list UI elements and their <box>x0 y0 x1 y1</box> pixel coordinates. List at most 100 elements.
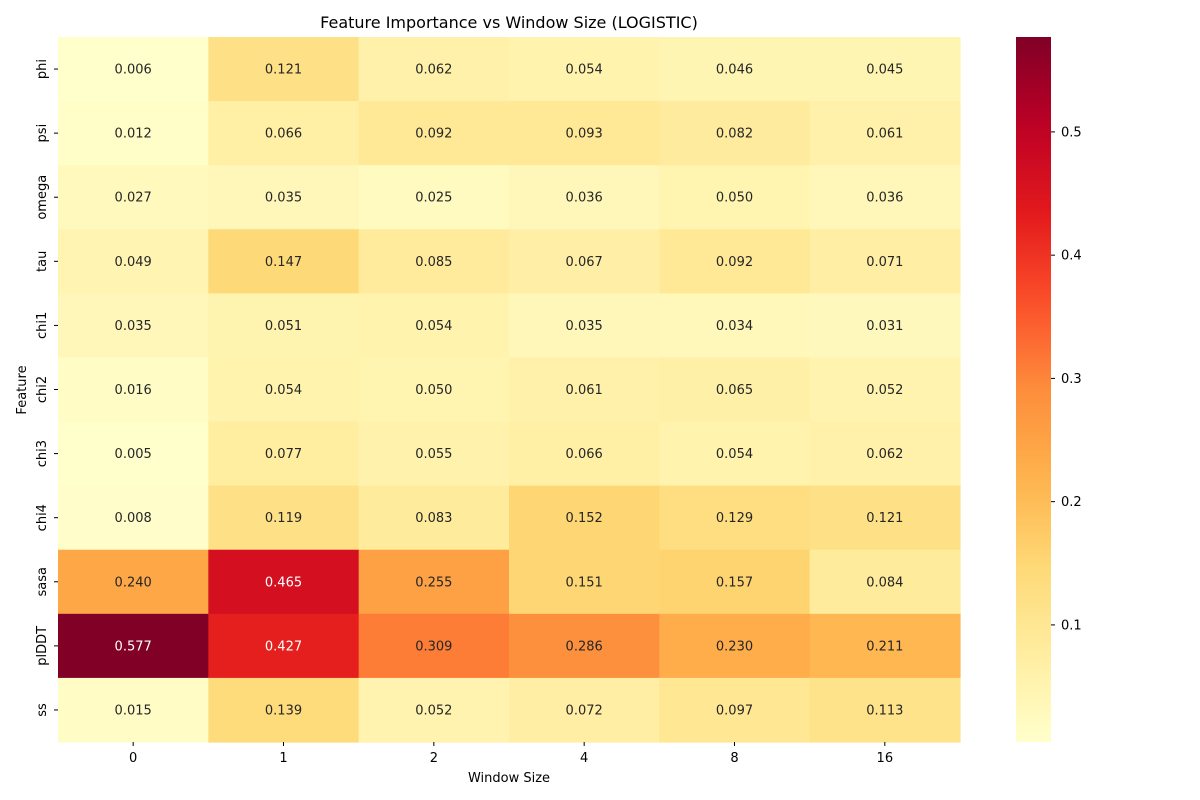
cell-value-label: 0.121 <box>866 511 903 526</box>
heatmap-cell <box>659 101 811 166</box>
colorbar-tick-label: 0.4 <box>1061 249 1082 264</box>
cell-value-label: 0.031 <box>866 319 903 334</box>
heatmap-cells <box>58 37 961 743</box>
cell-value-label: 0.066 <box>265 127 302 142</box>
x-tick-label: 1 <box>279 751 287 766</box>
heatmap-cell <box>809 229 961 294</box>
heatmap-cell <box>208 293 360 359</box>
heatmap-cell <box>208 101 360 166</box>
heatmap-cell <box>208 485 360 551</box>
y-tick-label: chi1 <box>35 312 50 339</box>
heatmap-cell <box>58 101 209 166</box>
cell-value-label: 0.061 <box>566 383 603 398</box>
heatmap-cell <box>358 165 510 230</box>
cell-value-label: 0.025 <box>415 191 452 206</box>
cell-value-label: 0.152 <box>566 511 603 526</box>
cell-value-label: 0.065 <box>716 383 753 398</box>
cell-value-label: 0.035 <box>115 319 152 334</box>
heatmap-cell <box>809 613 961 679</box>
cell-value-label: 0.129 <box>716 511 753 526</box>
heatmap-cell <box>809 101 961 166</box>
heatmap-cell <box>809 421 961 487</box>
cell-value-label: 0.036 <box>866 191 903 206</box>
heatmap-cell <box>58 485 209 551</box>
heatmap-cell <box>208 549 360 615</box>
colorbar-tick-label: 0.1 <box>1061 618 1082 633</box>
cell-value-label: 0.005 <box>115 447 152 462</box>
y-tick-label: omega <box>35 175 50 220</box>
heatmap-cell <box>358 293 510 359</box>
cell-value-label: 0.008 <box>115 511 152 526</box>
x-tick-label: 4 <box>580 751 588 766</box>
cell-value-label: 0.034 <box>716 319 753 334</box>
cell-value-label: 0.054 <box>566 63 603 78</box>
cell-value-label: 0.147 <box>265 255 302 270</box>
heatmap-cell <box>358 485 510 551</box>
heatmap-cell <box>208 37 360 102</box>
heatmap-cell <box>58 549 209 615</box>
heatmap-cell <box>358 101 510 166</box>
heatmap-cell <box>208 421 360 487</box>
cell-value-label: 0.035 <box>265 191 302 206</box>
y-tick-label: sasa <box>35 567 50 596</box>
heatmap-cell <box>659 549 811 615</box>
heatmap-cell <box>509 229 660 294</box>
heatmap-cell <box>509 37 660 102</box>
cell-value-label: 0.036 <box>566 191 603 206</box>
y-tick-label: chi4 <box>35 504 50 531</box>
y-axis-ticks: phi psi omega tau chi1 chi2 chi3 chi4 sasa plDDT s… <box>35 59 58 717</box>
cell-value-label: 0.071 <box>866 255 903 270</box>
heatmap-cell <box>659 357 811 423</box>
cell-value-label: 0.465 <box>265 575 302 590</box>
cell-value-label: 0.255 <box>415 575 452 590</box>
heatmap-cell <box>809 549 961 615</box>
cell-value-label: 0.093 <box>566 127 603 142</box>
x-axis-label: Window Size <box>468 771 550 786</box>
cell-value-label: 0.015 <box>115 703 152 718</box>
y-tick-label: tau <box>35 251 50 272</box>
heatmap-cell <box>509 677 660 743</box>
cell-value-label: 0.092 <box>716 255 753 270</box>
heatmap-cell <box>509 357 660 423</box>
heatmap-cell <box>659 229 811 294</box>
heatmap-cell <box>809 293 961 359</box>
x-tick-label: 8 <box>730 751 738 766</box>
heatmap-cell <box>58 677 209 743</box>
cell-value-label: 0.082 <box>716 127 753 142</box>
cell-value-label: 0.072 <box>566 703 603 718</box>
cell-value-label: 0.427 <box>265 639 302 654</box>
cell-value-label: 0.062 <box>415 63 452 78</box>
cell-value-label: 0.050 <box>415 383 452 398</box>
heatmap-cell <box>809 357 961 423</box>
cell-value-label: 0.119 <box>265 511 302 526</box>
cell-value-label: 0.016 <box>115 383 152 398</box>
colorbar-tick-label: 0.2 <box>1061 495 1082 510</box>
heatmap-cell <box>659 37 811 102</box>
heatmap-cell <box>358 421 510 487</box>
heatmap-cell <box>58 229 209 294</box>
cell-value-label: 0.054 <box>415 319 452 334</box>
heatmap-cell <box>509 101 660 166</box>
cell-value-label: 0.055 <box>415 447 452 462</box>
heatmap-cell <box>358 677 510 743</box>
heatmap-cell <box>659 165 811 230</box>
x-tick-label: 0 <box>129 751 137 766</box>
heatmap-cell <box>659 421 811 487</box>
heatmap-cell <box>208 677 360 743</box>
cell-value-label: 0.097 <box>716 703 753 718</box>
y-tick-label: chi2 <box>35 376 50 403</box>
heatmap-cell <box>358 229 510 294</box>
cell-value-label: 0.092 <box>415 127 452 142</box>
cell-value-label: 0.085 <box>415 255 452 270</box>
heatmap-cell <box>509 485 660 551</box>
cell-value-label: 0.286 <box>566 639 603 654</box>
cell-value-label: 0.121 <box>265 63 302 78</box>
cell-value-label: 0.012 <box>115 127 152 142</box>
heatmap-cell <box>509 165 660 230</box>
y-tick-label: phi <box>35 59 50 79</box>
heatmap-cell <box>58 357 209 423</box>
heatmap-cell <box>659 293 811 359</box>
y-tick-label: plDDT <box>35 626 50 666</box>
cell-value-label: 0.084 <box>866 575 903 590</box>
